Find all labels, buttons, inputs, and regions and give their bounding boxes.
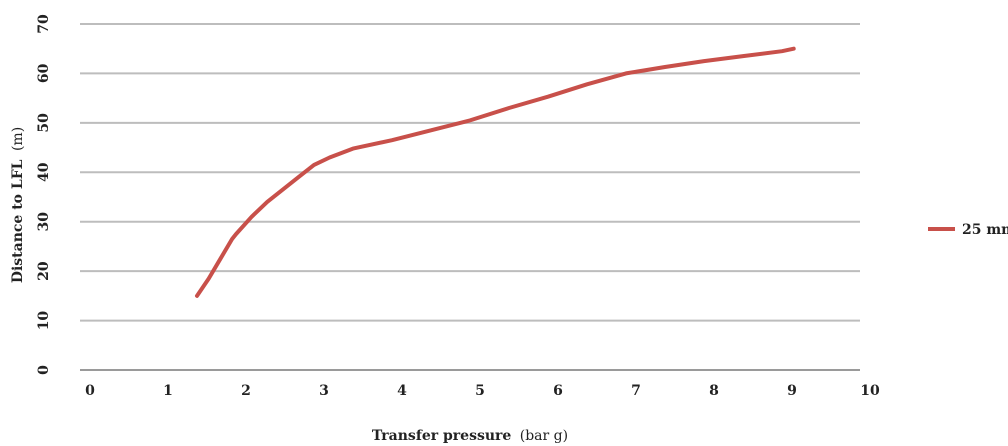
- y-tick-label-70: 70: [36, 14, 52, 34]
- legend-label-25mm: 25 mm: [962, 222, 1008, 238]
- x-tick-label-2: 2: [241, 383, 251, 399]
- x-tick-label-7: 7: [631, 383, 641, 399]
- x-axis-title-main: Transfer pressure: [372, 428, 511, 444]
- y-tick-labels: 0 10 20 30 40 50 60 70: [36, 14, 52, 375]
- y-tick-label-50: 50: [36, 113, 52, 133]
- x-tick-label-6: 6: [553, 383, 563, 399]
- x-axis-title: Transfer pressure (bar g): [372, 428, 568, 444]
- x-tick-label-5: 5: [475, 383, 485, 399]
- gridlines: [80, 23, 860, 322]
- series-line-0: [195, 46, 796, 298]
- x-tick-label-1: 1: [163, 383, 173, 399]
- legend: 25 mm: [928, 222, 1008, 238]
- x-tick-label-8: 8: [709, 383, 719, 399]
- y-tick-label-30: 30: [36, 212, 52, 232]
- series-lines: [195, 46, 796, 298]
- x-tick-label-10: 10: [860, 383, 880, 399]
- y-tick-label-60: 60: [36, 63, 52, 83]
- y-tick-label-40: 40: [36, 162, 52, 182]
- y-tick-label-10: 10: [36, 311, 52, 331]
- x-tick-labels: 0 1 2 3 4 5 6 7 8 9 10: [85, 383, 880, 399]
- x-tick-label-3: 3: [319, 383, 329, 399]
- y-tick-label-20: 20: [36, 261, 52, 281]
- x-tick-label-0: 0: [85, 383, 95, 399]
- y-axis-title-main: Distance to LFL: [10, 159, 26, 283]
- x-axis-title-unit: (bar g): [520, 428, 568, 444]
- y-axis-title-unit: (m): [10, 127, 26, 151]
- x-tick-label-9: 9: [787, 383, 797, 399]
- y-tick-label-0: 0: [36, 365, 52, 375]
- x-tick-label-4: 4: [397, 383, 407, 399]
- y-axis-title: Distance to LFL (m): [10, 127, 26, 283]
